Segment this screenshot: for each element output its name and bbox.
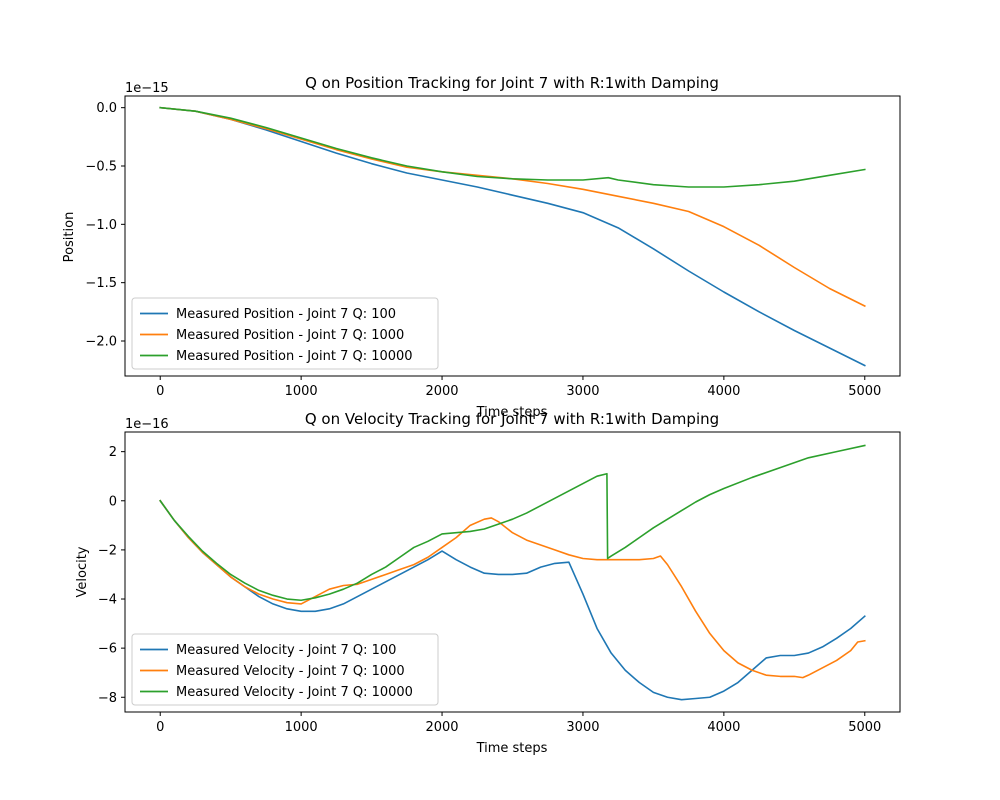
y-axis-label: Position <box>62 212 77 263</box>
legend-label: Measured Position - Joint 7 Q: 1000 <box>176 328 404 343</box>
x-tick-label: 3000 <box>566 720 599 735</box>
y-tick-label: −0.5 <box>85 160 117 175</box>
series-line-2 <box>159 499 866 679</box>
chart-title: Q on Velocity Tracking for Joint 7 with … <box>305 410 719 428</box>
y-axis-label: Velocity <box>75 546 90 597</box>
y-tick-label: 0.0 <box>96 101 117 116</box>
y-tick-label: −4 <box>98 593 117 608</box>
position-chart: Q on Position Tracking for Joint 7 with … <box>62 74 901 420</box>
series-lines <box>159 444 866 701</box>
x-tick-label: 0 <box>156 720 164 735</box>
legend-label: Measured Position - Joint 7 Q: 100 <box>176 307 396 322</box>
x-tick-label: 1000 <box>285 720 318 735</box>
series-line-1 <box>159 499 866 701</box>
axes-frame <box>124 431 901 713</box>
legend: Measured Velocity - Joint 7 Q: 100 Measur… <box>131 633 439 706</box>
chart-title: Q on Position Tracking for Joint 7 with … <box>305 74 719 92</box>
x-axis-label: Time steps <box>476 741 548 756</box>
legend-label: Measured Velocity - Joint 7 Q: 10000 <box>176 685 413 700</box>
axis-ticks: 0 1000 2000 3000 4000 5000 0.0 −0.5 −1.0 −1.5 −2.0 <box>85 101 881 399</box>
y-tick-label: 2 <box>109 445 117 460</box>
legend-label: Measured Position - Joint 7 Q: 10000 <box>176 349 413 364</box>
y-tick-label: −2.0 <box>85 335 117 350</box>
series-lines <box>159 106 866 367</box>
y-tick-label: −8 <box>98 691 117 706</box>
y-offset-text: 1e−15 <box>125 81 169 96</box>
y-tick-label: 0 <box>109 494 117 509</box>
velocity-chart: Q on Velocity Tracking for Joint 7 with … <box>75 410 901 756</box>
y-tick-label: −6 <box>98 642 117 657</box>
series-line-1 <box>159 106 866 367</box>
y-tick-label: −1.0 <box>85 218 117 233</box>
x-tick-label: 5000 <box>848 720 881 735</box>
series-line-3 <box>159 444 866 602</box>
x-tick-label: 0 <box>156 384 164 399</box>
x-tick-label: 2000 <box>425 384 458 399</box>
x-axis-label: Time steps <box>476 405 548 420</box>
axes-frame <box>124 95 901 377</box>
legend-label: Measured Velocity - Joint 7 Q: 100 <box>176 643 396 658</box>
legend-label: Measured Velocity - Joint 7 Q: 1000 <box>176 664 405 679</box>
legend-box <box>131 633 439 706</box>
legend-box <box>131 297 439 370</box>
y-tick-label: −2 <box>98 543 117 558</box>
x-tick-label: 4000 <box>707 720 740 735</box>
y-offset-text: 1e−16 <box>125 417 169 432</box>
series-line-3 <box>159 106 866 188</box>
x-tick-label: 3000 <box>566 384 599 399</box>
x-tick-label: 2000 <box>425 720 458 735</box>
axis-ticks: 0 1000 2000 3000 4000 5000 2 0 −2 −4 −6 −8 <box>98 445 881 735</box>
x-tick-label: 5000 <box>848 384 881 399</box>
legend: Measured Position - Joint 7 Q: 100 Measur… <box>131 297 439 370</box>
y-tick-label: −1.5 <box>85 276 117 291</box>
x-tick-label: 4000 <box>707 384 740 399</box>
x-tick-label: 1000 <box>285 384 318 399</box>
